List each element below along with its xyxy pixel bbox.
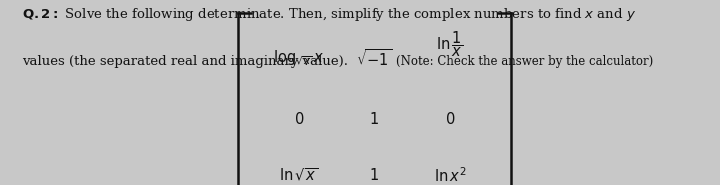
Text: $1$: $1$ xyxy=(369,166,379,182)
Text: $\mathrm{ln}\,\dfrac{1}{x}$: $\mathrm{ln}\,\dfrac{1}{x}$ xyxy=(436,30,464,59)
Text: $\log_{\sqrt{x}} x$: $\log_{\sqrt{x}} x$ xyxy=(273,48,325,67)
Text: $\sqrt{-1}$: $\sqrt{-1}$ xyxy=(356,48,392,69)
Text: $\mathrm{ln}\,\sqrt{x}$: $\mathrm{ln}\,\sqrt{x}$ xyxy=(279,166,318,184)
Text: values (the separated real and imaginary value).: values (the separated real and imaginary… xyxy=(22,56,348,68)
Text: $\bf{Q.2:}$ Solve the following determinate. Then, simplify the complex numbers : $\bf{Q.2:}$ Solve the following determin… xyxy=(22,6,636,23)
Text: $\mathrm{ln}\, x^2$: $\mathrm{ln}\, x^2$ xyxy=(433,166,467,185)
Text: $1$: $1$ xyxy=(369,111,379,127)
Text: (Note: Check the answer by the calculator): (Note: Check the answer by the calculato… xyxy=(396,56,653,68)
Text: $0$: $0$ xyxy=(445,111,455,127)
Text: $0$: $0$ xyxy=(294,111,304,127)
